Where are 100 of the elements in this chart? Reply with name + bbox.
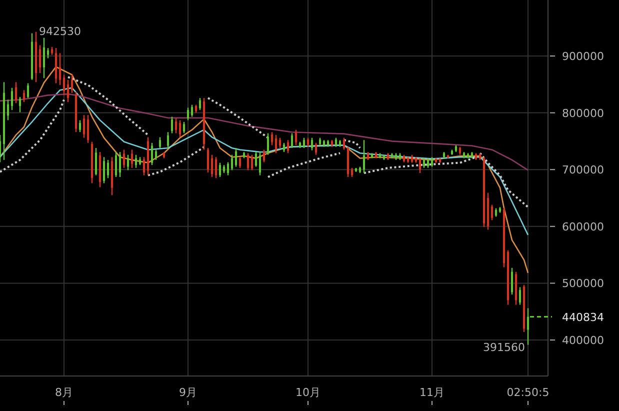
candlestick <box>159 136 161 149</box>
candlestick <box>343 137 345 150</box>
line-series <box>0 98 65 173</box>
candlestick <box>219 162 221 178</box>
candlestick <box>451 149 453 156</box>
candlestick <box>283 142 285 153</box>
candlestick <box>143 156 145 176</box>
candlestick <box>459 146 461 156</box>
candlestick <box>95 147 97 176</box>
candlestick <box>495 208 497 218</box>
candlestick <box>359 166 361 174</box>
candlestick <box>419 158 421 174</box>
candlestick <box>183 121 185 134</box>
x-tick-label: 10月 <box>296 386 320 399</box>
candlestick <box>199 97 201 111</box>
y-tick-label: 800000 <box>562 106 604 120</box>
line-series <box>363 156 477 174</box>
candlestick <box>291 132 293 149</box>
candlestick <box>403 154 405 163</box>
candlestick <box>3 82 5 161</box>
candlestick <box>383 154 385 161</box>
annotation: 391560 <box>483 340 525 354</box>
candlestick <box>427 158 429 168</box>
candlestick <box>39 44 41 74</box>
candlestick <box>311 137 313 151</box>
candlestick <box>195 104 197 114</box>
candlestick <box>323 139 325 148</box>
candlestick <box>259 151 261 176</box>
candlestick <box>23 89 25 103</box>
line-series <box>67 76 149 136</box>
candlestick <box>175 117 177 134</box>
candlestick <box>103 156 105 184</box>
candlestick <box>15 82 17 104</box>
candlestick <box>111 156 113 196</box>
candlestick <box>331 139 333 148</box>
candlestick <box>247 152 249 171</box>
candlestick <box>215 156 217 179</box>
candlestick <box>83 114 85 138</box>
candlestick <box>327 139 329 148</box>
line-series <box>147 146 205 176</box>
candlestick <box>79 120 81 133</box>
candlestick <box>279 137 281 149</box>
x-tick-label: 8月 <box>55 386 73 399</box>
candlestick <box>519 286 521 306</box>
candlestick <box>411 154 413 164</box>
candlestick <box>239 156 241 168</box>
line-series <box>479 152 529 208</box>
candlestick <box>223 164 225 174</box>
candlestick <box>335 137 337 148</box>
y-tick-label: 500000 <box>562 277 604 290</box>
candlestick <box>255 151 257 168</box>
candlestick <box>11 87 13 111</box>
candlestick <box>499 206 501 214</box>
candlestick <box>463 151 465 159</box>
candlestick <box>263 149 265 163</box>
candlestick <box>151 142 153 166</box>
candlestick <box>351 167 353 178</box>
candlestick <box>275 134 277 154</box>
candlestick <box>7 99 9 121</box>
candlestick <box>367 151 369 161</box>
candlestick <box>139 156 141 166</box>
candlestick <box>315 142 317 156</box>
candlestick <box>491 204 493 221</box>
candlestick <box>455 144 457 153</box>
candlestick <box>115 151 117 178</box>
candlestick <box>155 149 157 161</box>
candlestick <box>35 31 37 83</box>
x-tick-label: 02:50:5 <box>506 386 550 399</box>
y-tick-label: 600000 <box>562 220 604 234</box>
y-tick-label: 900000 <box>562 50 604 63</box>
candlestick <box>59 52 61 86</box>
candlestick <box>299 141 301 149</box>
candlestick <box>471 151 473 159</box>
candlestick <box>27 82 29 99</box>
line-series <box>0 66 529 274</box>
candlestick <box>303 137 305 149</box>
candlestick <box>119 151 121 178</box>
candlestick <box>387 152 389 161</box>
annotation: 942530 <box>39 24 81 38</box>
x-tick-label: 11月 <box>420 386 444 399</box>
candlestick <box>287 139 289 154</box>
candlestick <box>511 267 513 296</box>
candlestick <box>47 47 49 59</box>
candlestick <box>399 152 401 161</box>
candlestick <box>251 154 253 171</box>
candlestick <box>339 139 341 148</box>
line-series <box>267 152 341 178</box>
candlestick <box>67 79 69 103</box>
candlestick <box>211 154 213 178</box>
y-tick-label: 400000 <box>562 334 604 347</box>
candlestick <box>187 107 189 121</box>
candlestick <box>63 74 65 96</box>
candlestick <box>443 151 445 159</box>
candlestick <box>107 159 109 179</box>
candlestick <box>99 151 101 188</box>
candlestick <box>87 114 89 144</box>
x-tick-label: 9月 <box>179 386 197 399</box>
ref-line-label: 440834 <box>562 310 604 324</box>
candlestick <box>423 158 425 168</box>
candlestick <box>19 96 21 113</box>
